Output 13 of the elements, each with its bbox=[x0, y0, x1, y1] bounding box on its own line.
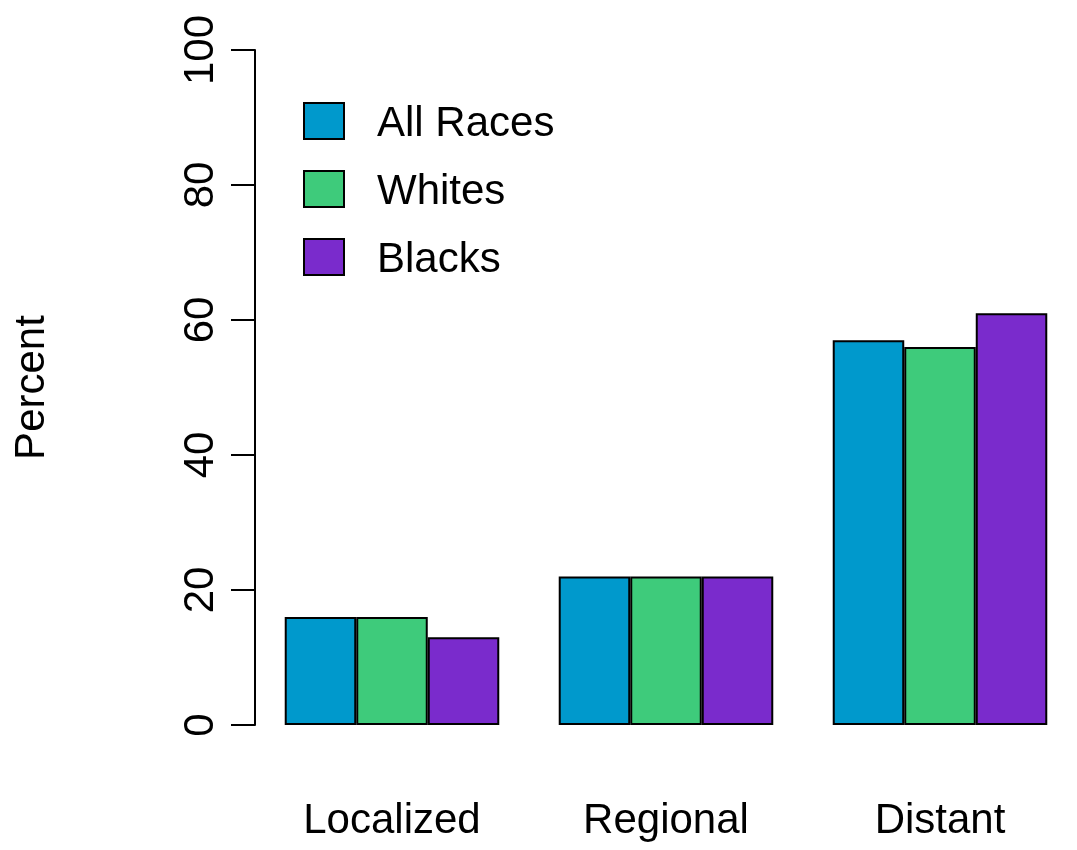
y-tick-label: 80 bbox=[174, 161, 222, 209]
x-tick-label: Regional bbox=[583, 794, 749, 842]
legend-label: Blacks bbox=[377, 233, 501, 281]
y-tick-label: 20 bbox=[174, 566, 222, 614]
y-tick-label: 40 bbox=[174, 431, 222, 479]
x-tick-label: Localized bbox=[303, 794, 481, 842]
x-tick-label: Distant bbox=[874, 794, 1006, 842]
y-tick-label: 60 bbox=[174, 296, 222, 344]
legend-label: Whites bbox=[377, 165, 506, 213]
y-tick-label: 100 bbox=[174, 14, 222, 86]
y-axis-title: Percent bbox=[5, 314, 53, 460]
legend-label: All Races bbox=[377, 97, 555, 145]
y-tick-label: 0 bbox=[174, 713, 222, 737]
